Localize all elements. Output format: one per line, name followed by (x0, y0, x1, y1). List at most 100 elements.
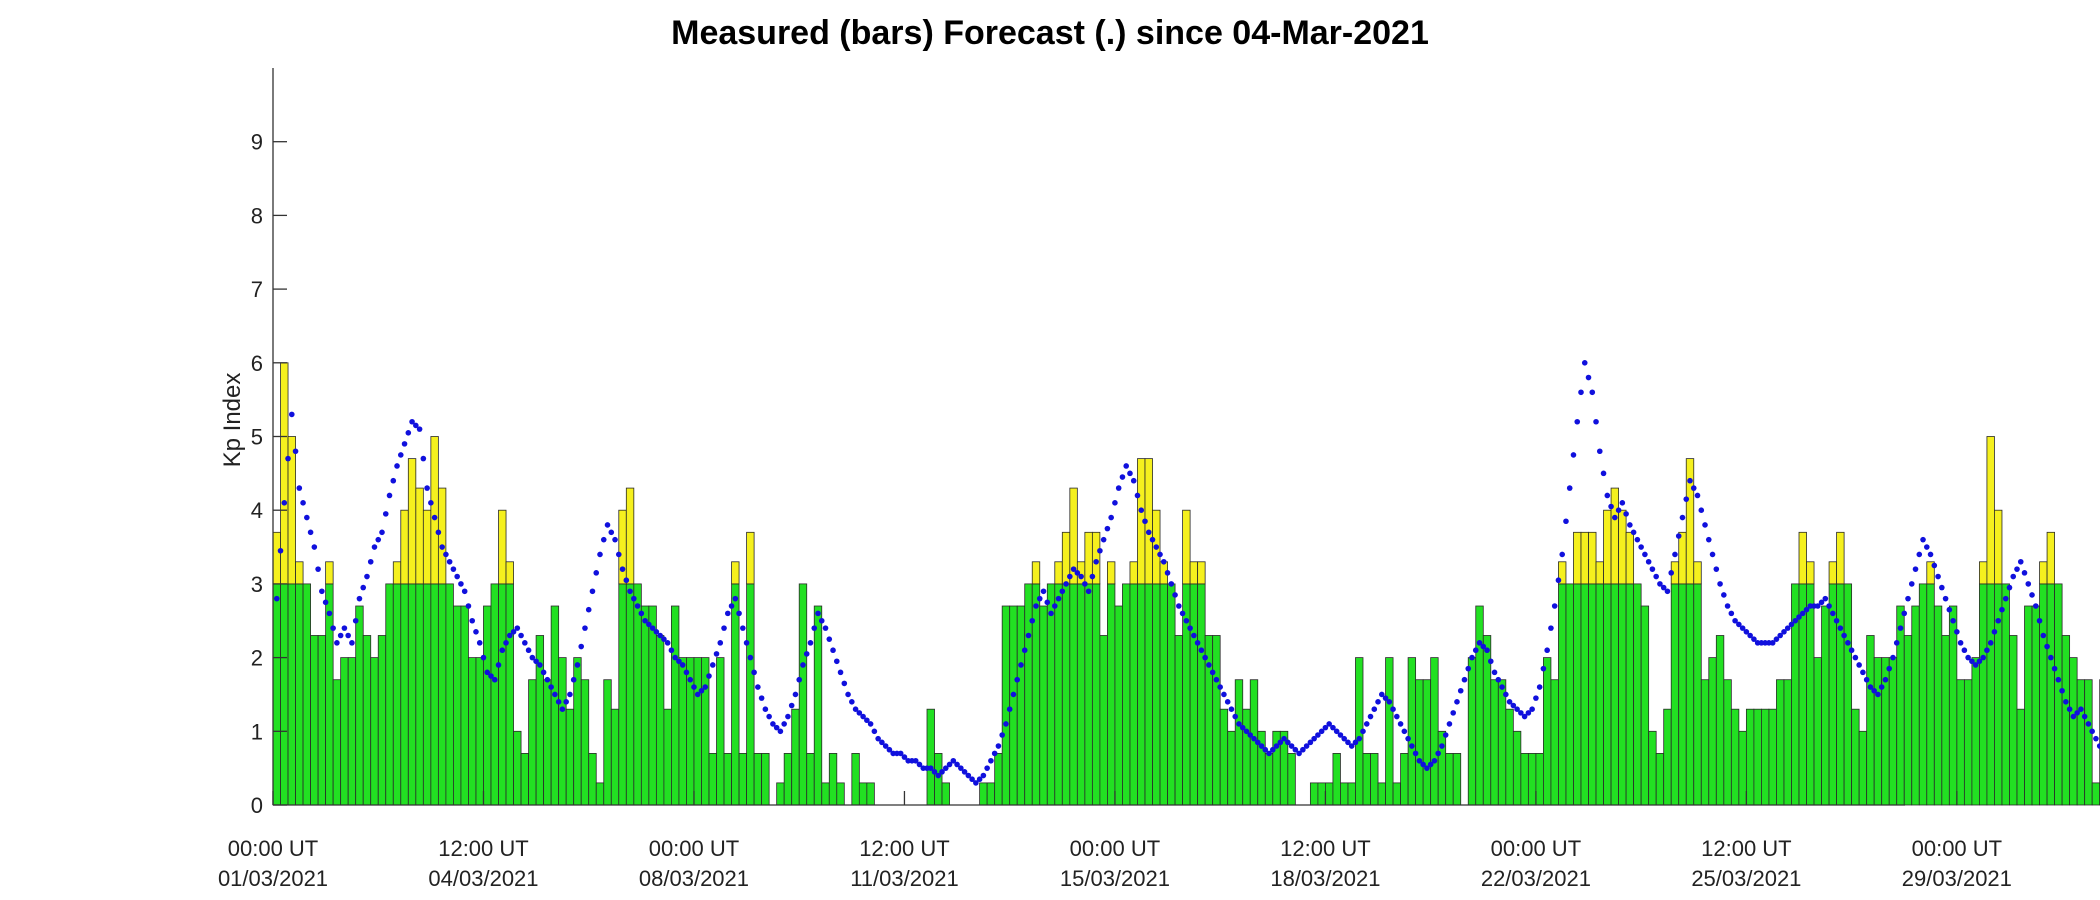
forecast-point (1044, 599, 1051, 606)
forecast-point (649, 625, 656, 631)
forecast-point (330, 625, 336, 631)
x-tick-time: 00:00 UT (1912, 836, 2003, 861)
forecast-point (277, 547, 284, 554)
forecast-point (1581, 360, 1588, 366)
forecast-point (1236, 721, 1242, 727)
forecast-point (1642, 551, 1648, 558)
forecast-point (687, 676, 694, 683)
forecast-point (1841, 632, 1847, 639)
forecast-point (304, 514, 310, 521)
forecast-point (1788, 621, 1795, 628)
forecast-point (811, 625, 818, 631)
forecast-point (916, 761, 923, 768)
measured-bar (1798, 531, 1807, 806)
forecast-point (1194, 640, 1201, 646)
forecast-point (2063, 699, 2069, 705)
bar-segment-low (1167, 583, 1176, 806)
forecast-point (1596, 448, 1603, 455)
bar-segment-low (1730, 708, 1740, 806)
measured-bar (926, 708, 935, 806)
bar-segment-high (422, 509, 432, 585)
forecast-point (480, 654, 487, 661)
forecast-point (514, 625, 521, 631)
measured-bar (1497, 679, 1507, 806)
bar-segment-high (295, 561, 304, 585)
bar-segment-low (1415, 679, 1424, 806)
forecast-point (1980, 654, 1986, 661)
bar-segment-low (362, 635, 372, 806)
forecast-point (454, 573, 460, 580)
forecast-point (371, 544, 378, 550)
forecast-point (2070, 713, 2077, 720)
forecast-point (1119, 474, 1126, 480)
measured-bar (415, 487, 424, 806)
x-tick-date: 18/03/2021 (1270, 866, 1380, 891)
forecast-point (1025, 632, 1032, 639)
forecast-point (837, 669, 844, 676)
measured-bar (1084, 531, 1093, 806)
forecast-point (1394, 713, 1400, 720)
forecast-point (1397, 721, 1404, 727)
forecast-point (803, 651, 810, 657)
forecast-point (1164, 570, 1171, 576)
forecast-point (1796, 614, 1802, 620)
bar-segment-low (1234, 679, 1244, 806)
forecast-point (1901, 610, 1908, 617)
bar-segment-low (2069, 657, 2078, 806)
bar-segment-low (1084, 583, 1093, 806)
bar-segment-low (866, 782, 875, 806)
bar-segment-low (776, 782, 785, 806)
forecast-point (1702, 522, 1708, 528)
forecast-point (1228, 706, 1235, 712)
forecast-point (1927, 551, 1934, 558)
forecast-point (1525, 710, 1532, 716)
forecast-point (405, 430, 412, 436)
forecast-point (1014, 676, 1021, 683)
forecast-point (296, 485, 303, 491)
forecast-point (2040, 632, 2047, 639)
bar-segment-low (1046, 583, 1056, 806)
measured-bar (1016, 605, 1026, 806)
forecast-point (1112, 500, 1118, 506)
forecast-point (1003, 721, 1009, 727)
bar-segment-low (1994, 583, 2003, 806)
x-tick-time: 12:00 UT (859, 836, 950, 861)
measured-bar (1174, 635, 1183, 806)
forecast-point (1969, 658, 1975, 665)
bar-segment-low (753, 753, 763, 806)
forecast-point (792, 691, 799, 698)
bar-segment-low (370, 657, 379, 806)
measured-bar (851, 753, 860, 806)
forecast-point (1551, 603, 1558, 609)
measured-bar (663, 708, 672, 806)
forecast-point (540, 669, 547, 676)
forecast-point (788, 702, 795, 709)
measured-bar (1738, 730, 1747, 806)
forecast-point (1029, 617, 1036, 624)
forecast-point (1506, 699, 1513, 705)
measured-bar (1558, 561, 1567, 806)
measured-bar (655, 635, 665, 806)
measured-bar (708, 753, 717, 806)
forecast-point (409, 418, 415, 425)
forecast-point (307, 529, 314, 536)
forecast-point (901, 754, 908, 760)
forecast-point (1104, 525, 1111, 532)
bar-segment-low (1400, 753, 1409, 806)
measured-bar (272, 531, 281, 806)
bar-segment-low (580, 679, 590, 806)
bar-segment-high (1618, 509, 1627, 585)
measured-bar (1234, 679, 1244, 806)
bar-segment-high (415, 487, 424, 585)
forecast-point (1908, 581, 1915, 587)
bar-segment-low (1430, 657, 1439, 806)
measured-bar (445, 583, 454, 806)
forecast-point (458, 581, 464, 587)
bar-segment-low (332, 679, 342, 806)
measured-bar (340, 657, 349, 806)
bar-segment-low (1114, 605, 1123, 806)
bar-segment-low (761, 753, 770, 806)
bar-segment-low (468, 657, 477, 806)
forecast-point (2021, 570, 2028, 576)
measured-bar (310, 635, 319, 806)
